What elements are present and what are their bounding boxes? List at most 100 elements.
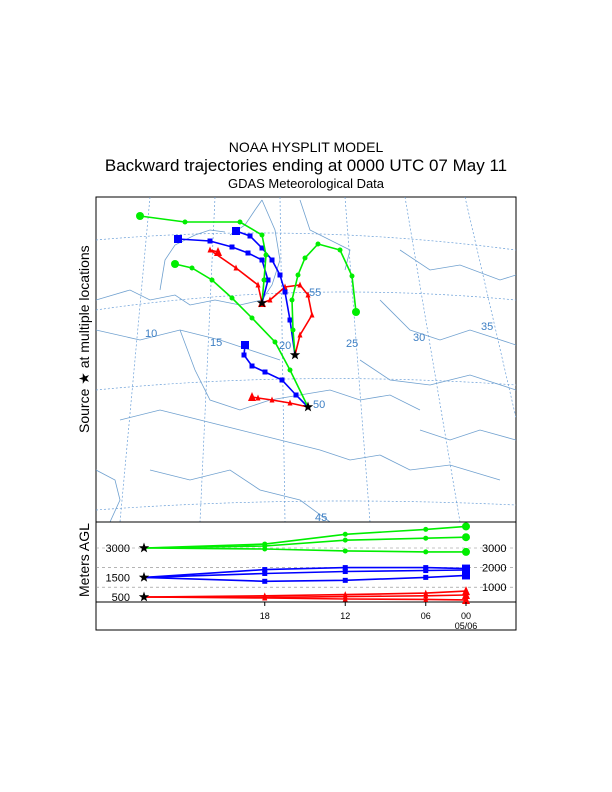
source-star-2 xyxy=(289,349,301,360)
blue-trajectory-marker xyxy=(259,245,265,251)
red-height-marker xyxy=(423,595,429,602)
green-height-start-star xyxy=(138,542,150,553)
blue-height-marker xyxy=(462,565,470,574)
left-level-label-500: 500 xyxy=(112,592,130,604)
blue-trajectory-marker xyxy=(207,238,213,244)
green-trajectory-marker xyxy=(290,327,296,333)
time-date-label: 05/06 xyxy=(455,621,478,631)
parallel-50 xyxy=(96,378,516,391)
meridian-30 xyxy=(404,197,461,522)
blue-trajectory-marker xyxy=(293,392,299,398)
time-tick-label-18: 18 xyxy=(260,611,270,621)
time-axis-frame xyxy=(95,601,517,631)
border-e xyxy=(319,449,501,481)
blue-height-marker xyxy=(462,571,470,580)
red-trajectory-marker xyxy=(233,264,239,271)
green-trajectory-marker xyxy=(287,367,293,373)
green-trajectory-marker xyxy=(229,295,235,301)
height-panel-frame xyxy=(95,521,517,603)
red-trajectory-marker xyxy=(248,392,256,401)
blue-height-marker xyxy=(342,565,348,571)
green-trajectory-line-1 xyxy=(139,215,267,304)
meridian-label-20: 20 xyxy=(279,340,291,352)
blue-trajectory-marker xyxy=(241,352,247,358)
meridian-15 xyxy=(199,197,216,522)
green-trajectory-marker xyxy=(189,265,195,271)
red-trajectory-marker xyxy=(207,246,213,253)
parallel-label-45: 45 xyxy=(315,512,327,524)
green-trajectory-marker xyxy=(302,255,308,261)
border-f xyxy=(399,249,516,281)
meridian-label-35: 35 xyxy=(481,321,493,333)
map-frame xyxy=(95,196,517,523)
green-trajectory-marker xyxy=(272,339,278,345)
time-tick-label-00: 00 xyxy=(461,611,471,621)
green-trajectory-marker xyxy=(337,247,343,253)
title-line-1: NOAA HYSPLIT MODEL xyxy=(228,139,384,155)
border-b xyxy=(179,329,301,411)
baltic-east-coast xyxy=(299,199,351,271)
red-height-marker xyxy=(262,593,268,600)
blue-trajectory-line-1 xyxy=(177,238,269,304)
border-h xyxy=(359,359,516,391)
green-trajectory-marker xyxy=(352,308,360,316)
border-d xyxy=(119,409,321,451)
green-height-line-3 xyxy=(143,547,466,553)
red-trajectory-marker xyxy=(287,399,293,406)
blue-trajectory-marker xyxy=(259,257,265,263)
green-trajectory-marker xyxy=(289,297,295,303)
right-level-label-1000: 1000 xyxy=(482,582,506,594)
green-trajectory-marker xyxy=(259,232,265,238)
blue-trajectory-marker xyxy=(249,363,255,369)
time-tick-label-12: 12 xyxy=(340,611,350,621)
source-star-3 xyxy=(302,401,314,412)
border-a xyxy=(96,329,281,361)
border-i xyxy=(96,469,121,522)
green-height-line-1 xyxy=(143,525,467,549)
green-height-marker xyxy=(462,533,470,542)
blue-height-marker xyxy=(342,569,348,575)
red-height-marker xyxy=(462,590,470,600)
map-borders xyxy=(96,199,516,522)
green-height-marker xyxy=(342,537,348,543)
blue-trajectory-marker xyxy=(229,244,235,250)
sweden-coast-east xyxy=(261,199,281,301)
meridian-25 xyxy=(344,197,371,522)
parallel-label-50: 50 xyxy=(313,399,325,411)
graticule xyxy=(96,197,516,522)
red-height-marker xyxy=(423,592,429,599)
green-height-marker xyxy=(262,546,268,552)
green-trajectory-line-3 xyxy=(174,263,309,408)
green-height-marker xyxy=(462,522,470,531)
blue-height-marker xyxy=(423,565,429,571)
green-height-marker xyxy=(423,526,429,532)
green-height-marker xyxy=(342,531,348,537)
red-trajectory-marker xyxy=(309,311,315,318)
red-trajectory-marker xyxy=(267,296,273,303)
green-trajectory-marker xyxy=(136,212,144,220)
blue-height-marker xyxy=(262,567,268,573)
red-trajectory-marker xyxy=(297,281,303,288)
red-height-marker xyxy=(342,593,348,600)
green-height-marker xyxy=(342,548,348,554)
red-trajectory-marker xyxy=(214,247,222,256)
border-c xyxy=(299,389,421,411)
red-trajectory-marker xyxy=(255,281,261,288)
blue-trajectory-marker xyxy=(282,289,288,295)
border-g xyxy=(379,299,516,346)
blue-trajectory-marker xyxy=(245,250,251,256)
blue-height-marker xyxy=(262,578,268,584)
blue-height-marker xyxy=(423,568,429,574)
blue-trajectory-marker xyxy=(287,317,293,323)
meridian-10 xyxy=(119,197,151,522)
red-trajectory-line-2 xyxy=(261,284,313,356)
red-trajectory-marker xyxy=(269,396,275,403)
green-height-marker xyxy=(423,549,429,555)
meridian-label-15: 15 xyxy=(210,337,222,349)
left-level-label-1500: 1500 xyxy=(106,572,130,584)
north-coast xyxy=(96,289,263,306)
green-trajectory-marker xyxy=(263,252,269,258)
green-trajectory-marker xyxy=(209,277,215,283)
green-trajectory-marker xyxy=(295,272,301,278)
